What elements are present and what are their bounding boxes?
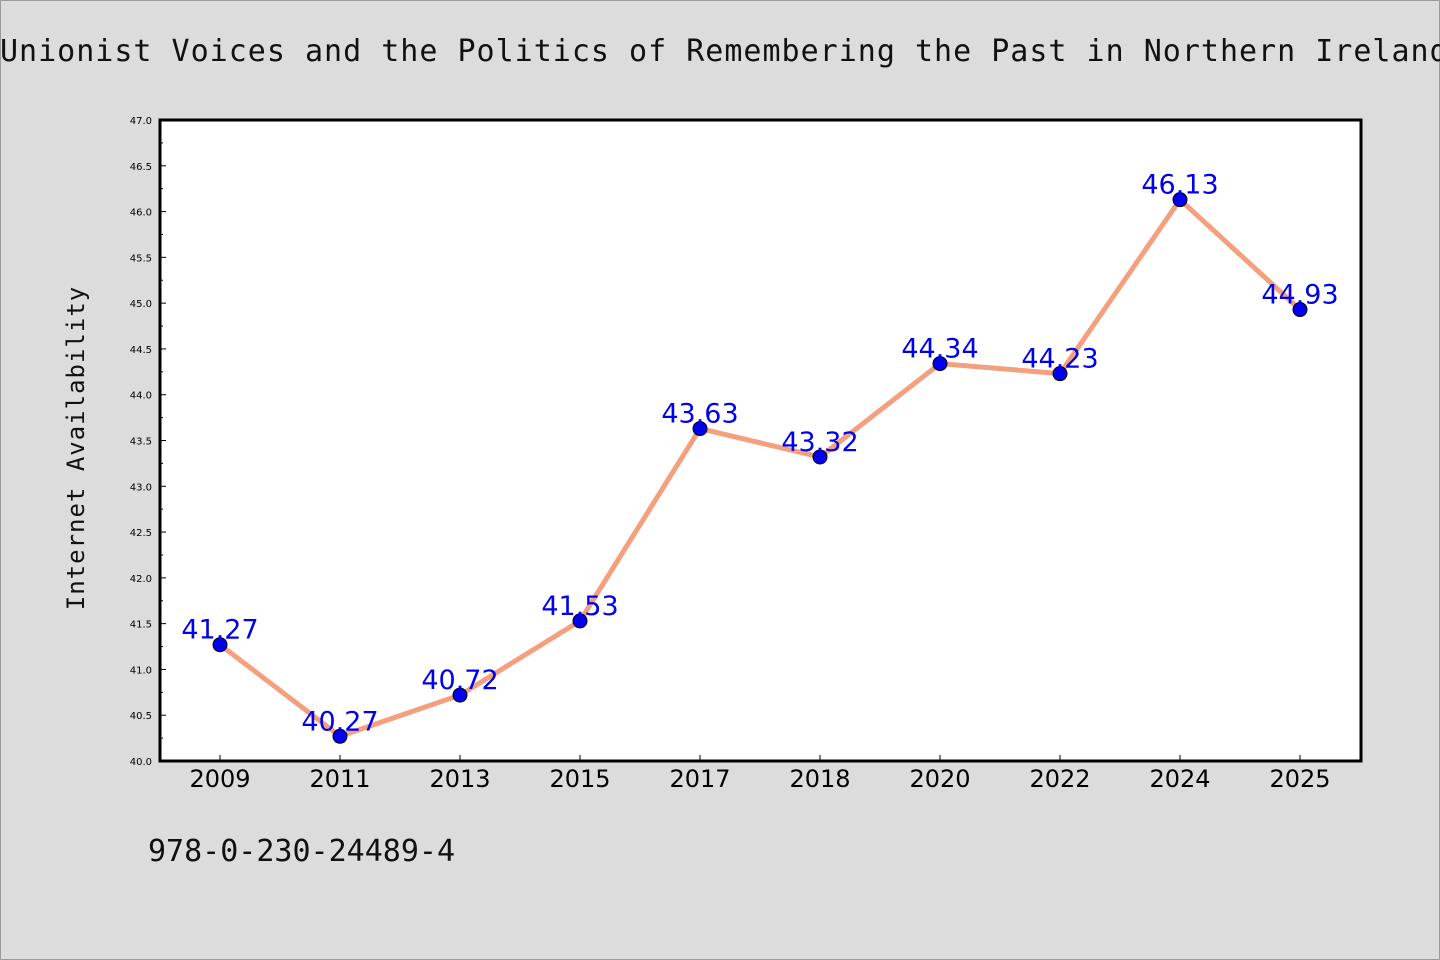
data-point [332, 728, 348, 744]
data-point [812, 449, 828, 465]
data-label: 41.53 [541, 591, 618, 622]
y-tick-label: 41.0 [130, 665, 152, 676]
series-line [217, 197, 1303, 739]
data-label: 40.27 [301, 706, 378, 737]
data-labels: 41.27 40.27 40.72 41.53 43.63 43.32 44.34 44.23… [181, 170, 1338, 738]
data-point [692, 421, 708, 437]
y-tick-label: 42.5 [130, 528, 152, 539]
data-point [1292, 302, 1308, 318]
y-tick-label: 43.5 [130, 437, 152, 448]
y-axis-label: Internet Availability [62, 286, 90, 610]
data-point [932, 356, 948, 372]
x-tick-label: 2025 [1269, 765, 1330, 793]
data-point [212, 637, 228, 653]
x-tick-label: 2013 [429, 765, 490, 793]
data-label: 44.23 [1021, 344, 1098, 375]
data-point [572, 613, 588, 629]
isbn-text: 978-0-230-24489-4 [148, 834, 456, 869]
data-point [452, 687, 468, 703]
series-markers [212, 192, 1308, 744]
y-tick-label: 47.0 [130, 116, 152, 127]
x-tick-label: 2009 [189, 765, 250, 793]
y-tick-label: 40.5 [130, 711, 152, 722]
y-tick-label: 44.0 [130, 391, 152, 402]
data-point [1052, 366, 1068, 382]
y-tick-label: 44.5 [130, 345, 152, 356]
y-tick-label: 41.5 [130, 620, 152, 631]
x-axis: 2009 2011 2013 2015 2017 2018 2020 2022 2024 2025 [189, 755, 1331, 793]
y-tick-label: 42.0 [130, 574, 152, 585]
data-label: 44.34 [901, 334, 978, 365]
y-tick-label: 45.5 [130, 253, 152, 264]
data-label: 44.93 [1261, 280, 1338, 311]
x-tick-label: 2024 [1149, 765, 1210, 793]
y-tick-label: 45.0 [130, 299, 152, 310]
x-tick-label: 2020 [909, 765, 970, 793]
data-label: 41.27 [181, 615, 258, 646]
data-point [1172, 192, 1188, 208]
data-label: 43.63 [661, 399, 738, 430]
y-tick-label: 46.5 [130, 162, 152, 173]
series-polyline [217, 197, 1303, 739]
x-tick-label: 2018 [789, 765, 850, 793]
x-tick-label: 2015 [549, 765, 610, 793]
data-label: 43.32 [781, 427, 858, 458]
y-axis: 40.0 40.5 41.0 41.5 42.0 42.5 43.0 43.5 44.0 44.5… [130, 116, 166, 768]
x-tick-label: 2011 [309, 765, 370, 793]
y-tick-label: 46.0 [130, 208, 152, 219]
chart-title: Unionist Voices and the Politics of Reme… [0, 34, 1440, 69]
data-label: 46.13 [1141, 170, 1218, 201]
x-tick-label: 2017 [669, 765, 730, 793]
y-tick-label: 43.0 [130, 482, 152, 493]
x-tick-label: 2022 [1029, 765, 1090, 793]
y-tick-label: 40.0 [130, 757, 152, 768]
data-label: 40.72 [421, 665, 498, 696]
